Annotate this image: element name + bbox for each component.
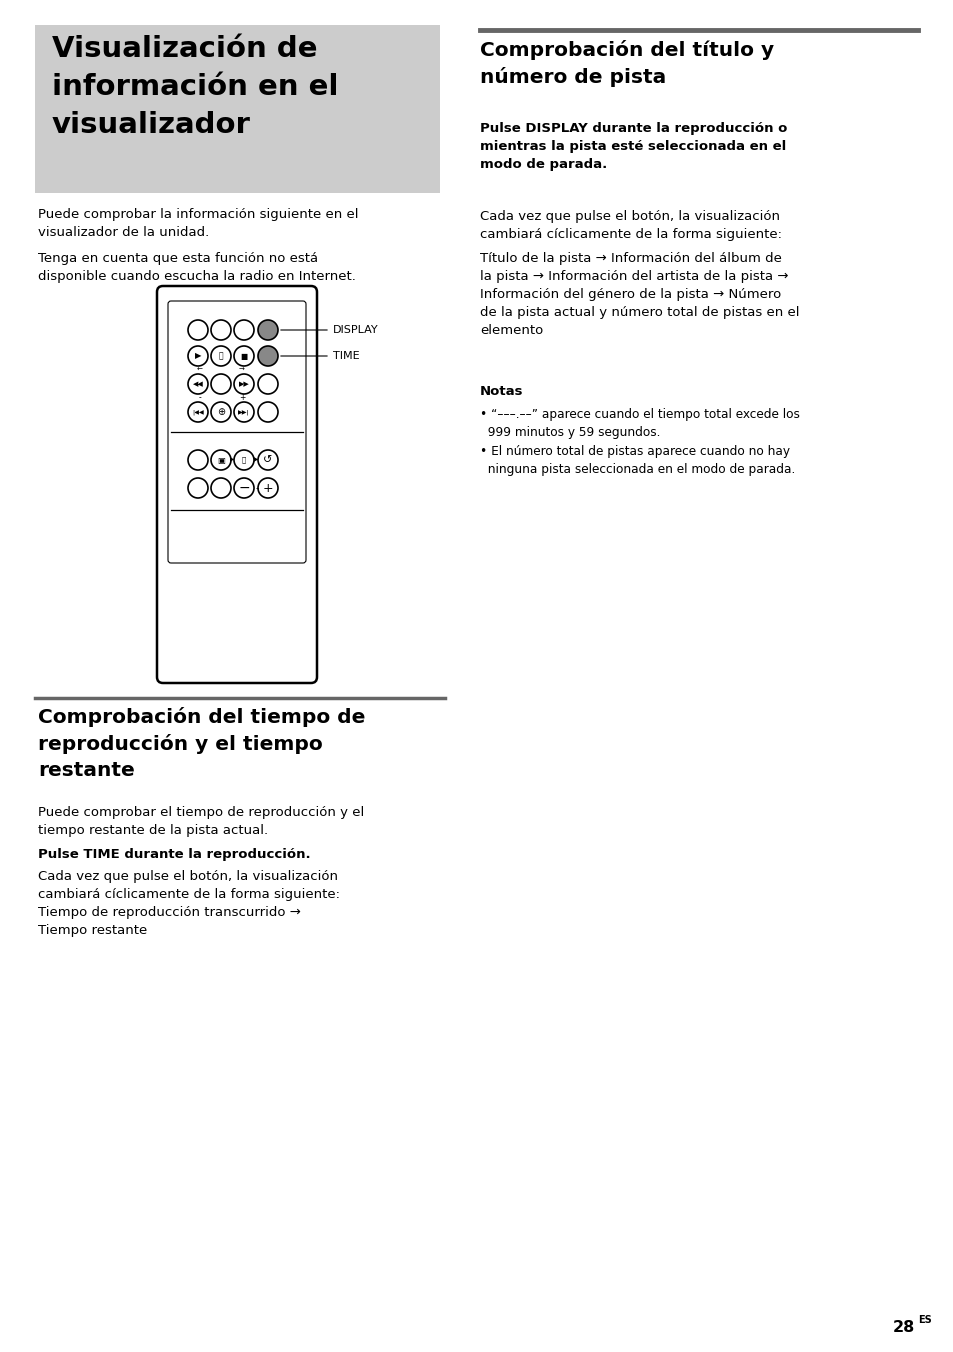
Text: TIME: TIME — [333, 352, 359, 361]
Text: Título de la pista → Información del álbum de
la pista → Información del artista: Título de la pista → Información del álb… — [479, 251, 799, 337]
Circle shape — [188, 320, 208, 339]
Circle shape — [257, 479, 277, 498]
FancyBboxPatch shape — [157, 287, 316, 683]
Circle shape — [233, 479, 253, 498]
Text: +: + — [238, 393, 245, 403]
Circle shape — [233, 320, 253, 339]
Text: ▶: ▶ — [253, 457, 258, 462]
Circle shape — [211, 375, 231, 393]
Text: Puede comprobar la información siguiente en el
visualizador de la unidad.: Puede comprobar la información siguiente… — [38, 208, 358, 239]
Text: Pulse TIME durante la reproducción.: Pulse TIME durante la reproducción. — [38, 848, 311, 861]
Text: • “–––.––” aparece cuando el tiempo total excede los
  999 minutos y 59 segundos: • “–––.––” aparece cuando el tiempo tota… — [479, 408, 799, 439]
Text: -: - — [198, 393, 201, 403]
Text: ▣: ▣ — [217, 456, 225, 465]
Text: ■: ■ — [240, 352, 248, 361]
Text: ES: ES — [917, 1315, 931, 1325]
Circle shape — [188, 450, 208, 470]
Circle shape — [233, 402, 253, 422]
Text: Comprobación del tiempo de
reproducción y el tiempo
restante: Comprobación del tiempo de reproducción … — [38, 707, 365, 780]
Text: −: − — [238, 481, 250, 495]
Circle shape — [188, 346, 208, 366]
Text: Cada vez que pulse el botón, la visualización
cambiará cíclicamente de la forma : Cada vez que pulse el botón, la visualiz… — [38, 869, 339, 937]
Text: ▶: ▶ — [230, 457, 233, 462]
Circle shape — [257, 375, 277, 393]
Text: →: → — [239, 366, 245, 373]
Text: ▶▶|: ▶▶| — [238, 410, 250, 415]
FancyBboxPatch shape — [168, 301, 306, 562]
Text: Pulse DISPLAY durante la reproducción o
mientras la pista esté seleccionada en e: Pulse DISPLAY durante la reproducción o … — [479, 122, 786, 170]
Circle shape — [233, 346, 253, 366]
Text: Cada vez que pulse el botón, la visualización
cambiará cíclicamente de la forma : Cada vez que pulse el botón, la visualiz… — [479, 210, 781, 241]
Text: +: + — [262, 481, 273, 495]
Text: Visualización de
información en el
visualizador: Visualización de información en el visua… — [52, 35, 338, 139]
Text: Puede comprobar el tiempo de reproducción y el
tiempo restante de la pista actua: Puede comprobar el tiempo de reproducció… — [38, 806, 364, 837]
Circle shape — [211, 346, 231, 366]
Circle shape — [188, 479, 208, 498]
Circle shape — [257, 320, 277, 339]
Text: • El número total de pistas aparece cuando no hay
  ninguna pista seleccionada e: • El número total de pistas aparece cuan… — [479, 445, 795, 476]
Text: ←: ← — [197, 366, 203, 373]
Circle shape — [257, 402, 277, 422]
Text: Comprobación del título y
número de pista: Comprobación del título y número de pist… — [479, 41, 773, 87]
Text: 👤: 👤 — [242, 457, 246, 464]
Text: Tenga en cuenta que esta función no está
disponible cuando escucha la radio en I: Tenga en cuenta que esta función no está… — [38, 251, 355, 283]
Text: ▶▶: ▶▶ — [238, 381, 249, 387]
Text: DISPLAY: DISPLAY — [333, 324, 378, 335]
Text: ⊕: ⊕ — [216, 407, 225, 416]
Circle shape — [211, 479, 231, 498]
Bar — [35, 24, 439, 193]
Text: Notas: Notas — [479, 385, 523, 397]
Text: ◀◀: ◀◀ — [193, 381, 203, 387]
Text: 28: 28 — [892, 1320, 914, 1334]
Text: ▶: ▶ — [194, 352, 201, 361]
Circle shape — [188, 402, 208, 422]
Circle shape — [257, 450, 277, 470]
Circle shape — [233, 375, 253, 393]
Circle shape — [211, 402, 231, 422]
Text: -: - — [255, 483, 258, 493]
Circle shape — [257, 346, 277, 366]
Circle shape — [211, 450, 231, 470]
Text: ↺: ↺ — [263, 456, 273, 465]
Text: ⏸: ⏸ — [218, 352, 223, 361]
Text: |◀◀: |◀◀ — [192, 410, 204, 415]
Circle shape — [188, 375, 208, 393]
Circle shape — [233, 450, 253, 470]
Circle shape — [211, 320, 231, 339]
